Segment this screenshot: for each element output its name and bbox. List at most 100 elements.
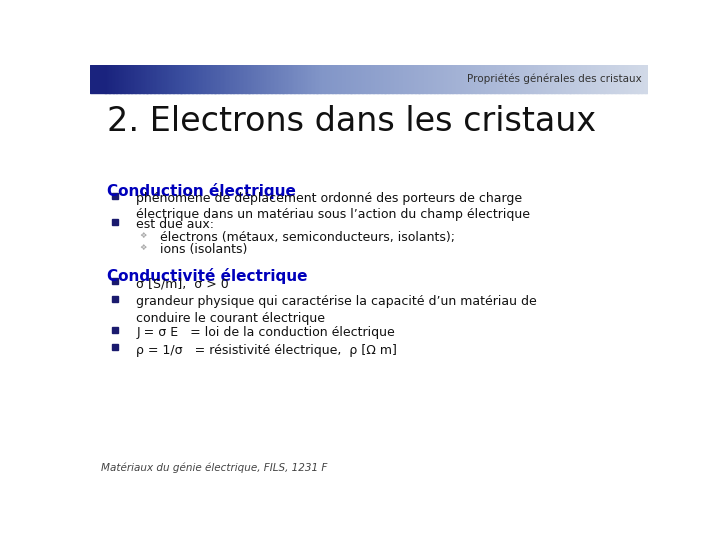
Bar <box>392 65 394 92</box>
Bar <box>218 65 220 92</box>
Bar <box>273 65 274 92</box>
Bar <box>251 65 253 92</box>
Bar <box>368 65 369 92</box>
Bar <box>240 65 242 92</box>
Bar <box>308 65 310 92</box>
Bar <box>230 65 232 92</box>
Bar <box>221 65 222 92</box>
Bar <box>562 65 564 92</box>
Bar <box>629 65 631 92</box>
Bar <box>279 65 281 92</box>
Bar <box>493 65 495 92</box>
Bar <box>163 65 164 92</box>
Bar <box>463 65 465 92</box>
Bar <box>409 65 410 92</box>
Bar <box>630 65 632 92</box>
Bar <box>248 65 250 92</box>
Bar <box>125 65 126 92</box>
Bar <box>418 65 420 92</box>
Bar <box>350 65 352 92</box>
Bar <box>423 65 426 92</box>
Bar <box>197 65 198 92</box>
Bar <box>212 65 213 92</box>
Bar <box>191 65 193 92</box>
Bar <box>331 65 333 92</box>
Bar <box>345 65 346 92</box>
Bar <box>462 65 464 92</box>
Bar <box>498 65 500 92</box>
Bar <box>475 65 477 92</box>
Bar <box>328 65 330 92</box>
Bar <box>122 65 123 92</box>
Bar <box>451 65 453 92</box>
Bar <box>351 65 354 92</box>
Bar <box>181 65 183 92</box>
Bar <box>433 65 435 92</box>
Bar <box>362 65 364 92</box>
Bar <box>112 278 118 284</box>
Bar <box>591 65 593 92</box>
Bar <box>353 65 355 92</box>
Bar <box>637 65 639 92</box>
Bar <box>210 65 212 92</box>
Bar <box>428 65 429 92</box>
Bar <box>261 65 262 92</box>
Bar <box>459 65 461 92</box>
Bar <box>436 65 438 92</box>
Bar <box>593 65 595 92</box>
Bar <box>126 65 127 92</box>
Bar <box>192 65 194 92</box>
Bar <box>301 65 303 92</box>
Bar <box>313 65 315 92</box>
Bar <box>417 65 418 92</box>
Bar <box>486 65 488 92</box>
Bar <box>539 65 541 92</box>
Bar <box>153 65 155 92</box>
Bar <box>140 65 143 92</box>
Bar <box>512 65 514 92</box>
Bar <box>575 65 576 92</box>
Bar <box>557 65 559 92</box>
Bar <box>513 65 515 92</box>
Bar <box>281 65 282 92</box>
Bar <box>338 65 340 92</box>
Bar <box>114 65 117 92</box>
Bar <box>593 65 594 92</box>
Bar <box>500 65 502 92</box>
Bar <box>546 65 548 92</box>
Bar <box>617 65 618 92</box>
Bar <box>137 65 138 92</box>
Bar <box>414 65 416 92</box>
Text: Propriétés générales des cristaux: Propriétés générales des cristaux <box>467 73 642 84</box>
Bar <box>259 65 261 92</box>
Bar <box>200 65 202 92</box>
Bar <box>387 65 389 92</box>
Bar <box>605 65 606 92</box>
Bar <box>307 65 308 92</box>
Bar <box>524 65 526 92</box>
Bar <box>120 65 122 92</box>
Bar <box>244 65 246 92</box>
Bar <box>509 65 511 92</box>
Bar <box>299 65 300 92</box>
Bar <box>466 65 467 92</box>
Bar <box>598 65 600 92</box>
Bar <box>587 65 588 92</box>
Bar <box>373 65 375 92</box>
Bar <box>142 65 144 92</box>
Bar <box>304 65 305 92</box>
Bar <box>258 65 259 92</box>
Bar <box>222 65 224 92</box>
Bar <box>527 65 528 92</box>
Bar <box>112 345 118 350</box>
Bar <box>319 65 320 92</box>
Bar <box>271 65 273 92</box>
Bar <box>229 65 231 92</box>
Bar <box>531 65 533 92</box>
Bar <box>282 65 284 92</box>
Bar <box>305 65 307 92</box>
Bar <box>437 65 439 92</box>
Text: phénomène de déplacement ordonné des porteurs de charge
électrique dans un matér: phénomène de déplacement ordonné des por… <box>137 192 531 221</box>
Bar <box>341 65 342 92</box>
Bar <box>371 65 372 92</box>
